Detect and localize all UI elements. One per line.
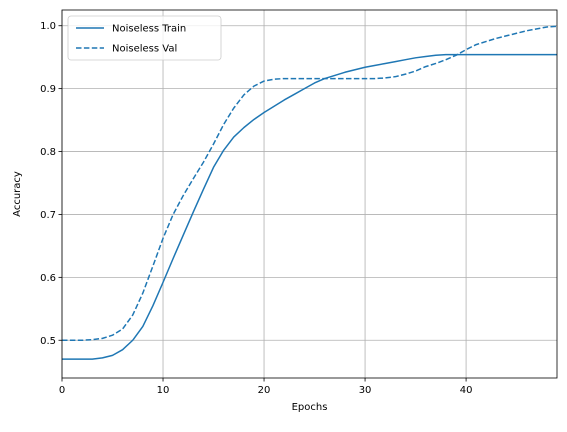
- y-tick-label: 1.0: [40, 21, 56, 32]
- ticks: 0 10 20 30 40 0.5 0.6 0.7 0.8 0.9 1.0: [40, 21, 472, 396]
- legend-label-noiseless-train: Noiseless Train: [112, 24, 186, 35]
- y-axis-label: Accuracy: [12, 171, 23, 217]
- x-tick-label: 20: [258, 385, 271, 396]
- x-axis-label: Epochs: [292, 402, 328, 413]
- series-group: [62, 25, 558, 360]
- x-tick-label: 30: [359, 385, 372, 396]
- y-tick-label: 0.9: [40, 84, 56, 95]
- plot-frame: [61, 9, 558, 379]
- x-tick-label: 10: [157, 385, 170, 396]
- legend: Noiseless Train Noiseless Val: [67, 15, 222, 61]
- y-tick-label: 0.7: [40, 210, 56, 221]
- y-tick-label: 0.8: [40, 147, 56, 158]
- x-tick-label: 40: [460, 385, 473, 396]
- legend-box: [67, 15, 222, 61]
- y-tick-label: 0.5: [40, 336, 56, 347]
- x-tick-label: 0: [59, 385, 65, 396]
- series-line-noiseless-val: [62, 25, 558, 342]
- y-tick-label: 0.6: [40, 273, 56, 284]
- series-line-noiseless-train: [62, 53, 557, 360]
- legend-label-noiseless-val: Noiseless Val: [112, 44, 177, 55]
